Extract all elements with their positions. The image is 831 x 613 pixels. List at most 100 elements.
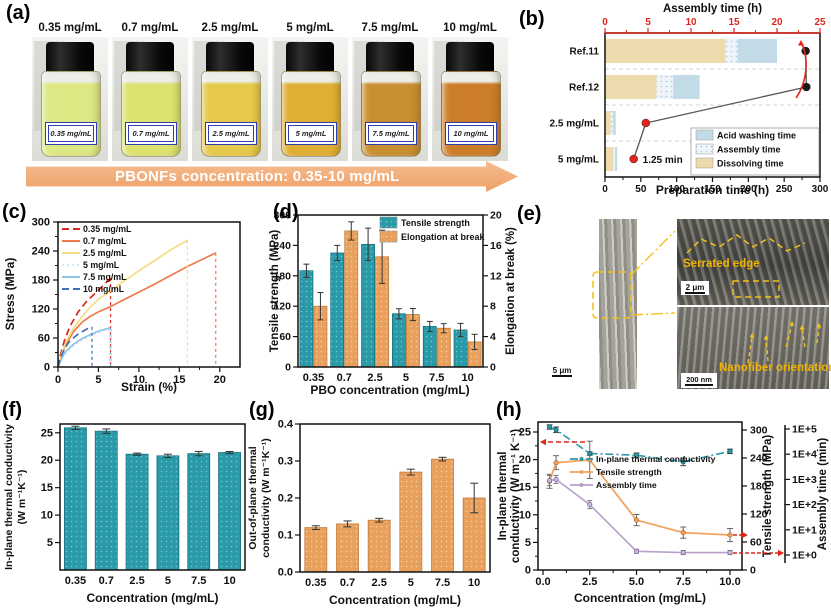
bar-elongation: [344, 230, 359, 368]
chart-text: 240: [32, 246, 50, 258]
arrow-head: [816, 323, 822, 328]
panel-d-label: (d): [273, 201, 299, 223]
chart-shape: [59, 423, 246, 571]
bar-dissolving-time: [605, 147, 614, 171]
chart-text: 300: [812, 184, 829, 195]
vial-handwritten-label: 0.7 mg/mL: [125, 122, 177, 145]
chart-text: 50: [635, 184, 647, 195]
chart-shape: [630, 312, 676, 316]
legend-swatch: [379, 230, 398, 243]
serrated-edge-outline: [686, 234, 806, 254]
chart-text: 180: [32, 275, 50, 287]
chart-text: 150: [704, 184, 721, 195]
category-label: 2.5 mg/mL: [550, 119, 599, 130]
concentration-arrow-text: PBONFs concentration: 0.35-10 mg/mL: [114, 168, 400, 185]
bar-tensile: [422, 326, 437, 368]
chart-text: 180: [273, 270, 291, 282]
vial-cap: [126, 42, 174, 72]
panel-d-tensile-elongation-chart: 0.35 0.7 2.5 5 7.5 10 0 60 120 180 240 300 0 4 8 12 16 20…: [269, 210, 517, 398]
vial-image: 2.5 mg/mL: [192, 37, 268, 161]
chart-text: 0: [750, 565, 756, 577]
chart-text: 0: [525, 565, 531, 577]
chart-text: 0: [490, 362, 496, 374]
chart-shape: [801, 328, 806, 348]
vial-image: 5 mg/mL: [272, 37, 348, 161]
bar-acid-washing-time: [673, 75, 700, 99]
chart-text: 25: [41, 427, 53, 439]
chart-text: 120: [273, 301, 291, 313]
arrow-head: [749, 333, 755, 338]
category-label: 0.7: [99, 575, 114, 587]
category-label: 10: [223, 575, 235, 587]
chart-text: 0: [44, 362, 50, 374]
vial-concentration-label: 0.35 mg/mL: [38, 22, 102, 34]
panel-c-label: (c): [2, 201, 27, 223]
vial-image: 0.35 mg/mL: [32, 37, 108, 161]
data-point: [546, 424, 553, 430]
chart-text: 16: [490, 240, 502, 252]
category-label: 5: [403, 372, 409, 384]
data-point: [546, 478, 553, 484]
chart-text: 200 nm: [686, 375, 712, 384]
category-label: 2.5: [129, 575, 144, 587]
legend-label: 0.35 mg/mL: [83, 224, 132, 234]
bar-acid-washing-time: [737, 39, 777, 63]
x-axis-label: Concentration (mg/mL): [87, 591, 219, 605]
vial-photo-2.5: 2.5 mg/mL 2.5 mg/mL: [192, 22, 268, 164]
legend-marker: [579, 470, 584, 474]
vial-handwritten-label: 5 mg/mL: [285, 122, 337, 145]
chart-text: 0.0: [535, 576, 550, 588]
category-label: 5: [165, 575, 171, 587]
panel-f-inplane-conductivity-chart: 0.35 0.7 2.5 5 7.5 10 5 10 15 20 25 Concentration (…: [3, 423, 246, 605]
category-label: 0.35: [303, 372, 324, 384]
curve-10: [57, 326, 93, 368]
bottom-axis-label: Preparation time (h): [656, 183, 769, 197]
bar-tensile: [392, 313, 406, 368]
legend-label: 10 mg/mL: [83, 284, 125, 294]
annotation-1-25-min: 1.25 min: [643, 155, 683, 166]
category-label: 0.35: [305, 577, 326, 589]
y-axis-label-line1: Out-of-plane thermal: [247, 446, 259, 549]
chart-shape: [785, 324, 793, 348]
legend-label: Dissolving time: [717, 159, 784, 169]
vial-photo-5: 5 mg/mL 5 mg/mL: [272, 22, 348, 164]
left-y-axis-label-line2: conductivity (W m⁻¹ K⁻¹): [510, 429, 522, 563]
top-axis-label: Assembly time (h): [663, 3, 762, 15]
vial-concentration-label: 2.5 mg/mL: [201, 22, 259, 34]
bar-2.5: [367, 519, 391, 573]
vial-concentration-label: 10 mg/mL: [443, 22, 497, 34]
zoom-region-box: [732, 280, 780, 298]
chart-text: 0: [602, 184, 608, 195]
chart-text: 0: [285, 362, 291, 374]
panel-e-label: (e): [517, 203, 542, 225]
bar-7.5: [187, 453, 211, 571]
chart-text: 20: [41, 455, 53, 467]
chart-text: 60: [38, 333, 50, 345]
chart-text: 2 μm: [686, 283, 705, 292]
chart-shape: [297, 214, 484, 368]
panel-a-photos: PBONFs concentration: 0.35-10 mg/mL 0.35…: [0, 0, 518, 195]
chart-text: 25: [519, 427, 531, 439]
legend-swatch: [379, 216, 398, 229]
legend-marker: [579, 457, 584, 461]
curve-7.5: [57, 327, 111, 368]
right-y-axis-label: Elongation at break (%): [505, 227, 517, 355]
chart-text: 120: [750, 509, 768, 521]
vial-handwritten-label: 10 mg/mL: [445, 122, 497, 145]
data-point: [727, 448, 733, 454]
panel-g-label: (g): [249, 399, 275, 421]
vial-cap: [286, 42, 334, 72]
chart-text: 0.3: [278, 456, 293, 468]
vial-concentration-label: 7.5 mg/mL: [361, 22, 419, 34]
chart-text: 250: [776, 184, 793, 195]
category-label: 7.5: [191, 575, 206, 587]
category-label: 0.7: [340, 577, 355, 589]
bar-0.35: [64, 427, 87, 571]
category-label: 0.35: [65, 575, 86, 587]
chart-shape: [537, 421, 743, 571]
chart-text: 0: [602, 17, 608, 28]
category-label: 0.7: [337, 372, 352, 384]
vial-body: 0.35 mg/mL: [41, 71, 101, 157]
chart-text: 12: [490, 270, 502, 282]
data-point: [633, 452, 640, 458]
